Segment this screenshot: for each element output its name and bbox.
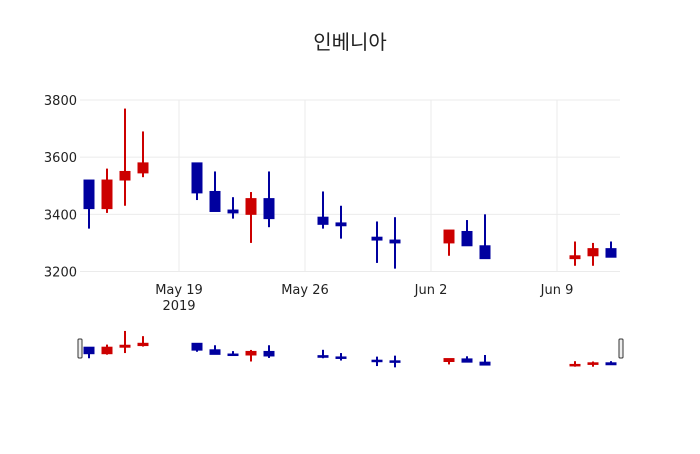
candle-body [317,216,329,225]
candle-body [479,245,491,260]
slider-candle-body [389,360,401,363]
y-axis: 3200 3400 3600 3800 [44,94,77,281]
slider-candle-2019-05-24 [263,345,275,358]
slider-candle-2019-06-05 [479,355,491,366]
slider-candle-2019-05-30 [371,356,383,367]
slider-candle-body [317,355,329,358]
candle-body [587,248,599,257]
y-tick-label: 3800 [44,94,77,109]
y-tick-label: 3200 [44,266,77,281]
candle-2019-05-15 [101,168,113,213]
slider-candle-body [479,361,491,366]
slider-candle-2019-06-12 [605,361,617,366]
slider-candle-2019-06-04 [461,356,473,363]
candle-2019-05-16 [119,108,131,206]
slider-candle-body [245,350,257,356]
slider-candle-2019-05-31 [389,355,401,368]
slider-candle-body [371,359,383,363]
slider-candle-2019-05-14 [83,346,95,359]
slider-candle-2019-05-27 [317,349,329,359]
slider-candle-body [587,362,599,365]
candle-body [263,198,275,220]
candle-2019-05-31 [389,217,401,269]
slider-candle-body [191,342,203,351]
candle-body [569,255,581,260]
candle-2019-05-30 [371,221,383,263]
candle-body [209,190,221,212]
candle-body [371,236,383,241]
x-tick-label: Jun 9 [540,283,574,298]
slider-candle-2019-05-21 [209,345,221,355]
slider-candle-2019-06-11 [587,361,599,367]
gridlines [80,99,620,272]
candle-body [191,162,203,194]
candle-body [443,229,455,244]
slider-candle-2019-06-10 [569,361,581,367]
candle-2019-05-22 [227,197,239,219]
slider-candle-body [209,349,221,355]
chart-title: 인베니아 [313,30,387,54]
candle-body [227,209,239,214]
slider-candle-2019-06-03 [443,358,455,365]
candle-body [461,230,473,247]
candle-body [137,162,149,174]
candle-2019-06-05 [479,214,491,260]
range-slider-left-handle[interactable] [77,338,83,359]
candle-2019-05-23 [245,192,257,243]
slider-candle-2019-05-17 [137,336,149,347]
x-tick-sublabel: 2019 [162,299,195,314]
candle-body [335,222,347,227]
candle-2019-05-21 [209,171,221,212]
slider-candle-body [263,350,275,357]
slider-candle-body [137,342,149,347]
candle-body [245,198,257,215]
range-slider[interactable] [77,327,624,370]
candle-2019-06-04 [461,220,473,247]
candle-2019-05-14 [83,179,95,229]
slider-candle-body [101,346,113,355]
candles [83,108,617,269]
candle-body [605,248,617,258]
y-tick-label: 3600 [44,151,77,166]
candle-2019-05-28 [335,205,347,239]
slider-candle-body [605,362,617,366]
candle-body [83,179,95,210]
candle-2019-06-03 [443,229,455,256]
candle-2019-06-10 [569,241,581,266]
candle-2019-05-20 [191,162,203,201]
slider-candle-2019-05-28 [335,353,347,361]
candle-body [119,170,131,181]
range-slider-right-handle[interactable] [618,338,624,359]
range-slider-background [80,327,620,370]
slider-candle-body [119,344,131,348]
x-tick-label: Jun 2 [414,283,448,298]
slider-candle-body [569,363,581,367]
slider-candle-body [335,356,347,359]
y-tick-label: 3400 [44,208,77,223]
candle-2019-06-12 [605,241,617,258]
slider-candle-2019-05-15 [101,344,113,355]
slider-candle-body [461,358,473,363]
candle-2019-05-17 [137,131,149,178]
x-tick-label: May 26 [281,283,329,298]
slider-candle-2019-05-22 [227,351,239,357]
candle-body [101,179,113,210]
slider-candle-2019-05-20 [191,342,203,352]
candle-2019-05-27 [317,191,329,229]
slider-candle-2019-05-16 [119,330,131,354]
candle-2019-06-11 [587,242,599,266]
candle-2019-05-24 [263,171,275,228]
slider-candle-body [227,353,239,357]
x-tick-label: May 19 [155,283,203,298]
slider-candle-body [443,358,455,363]
candle-body [389,239,401,244]
slider-candle-body [83,346,95,355]
slider-candle-2019-05-23 [245,349,257,362]
